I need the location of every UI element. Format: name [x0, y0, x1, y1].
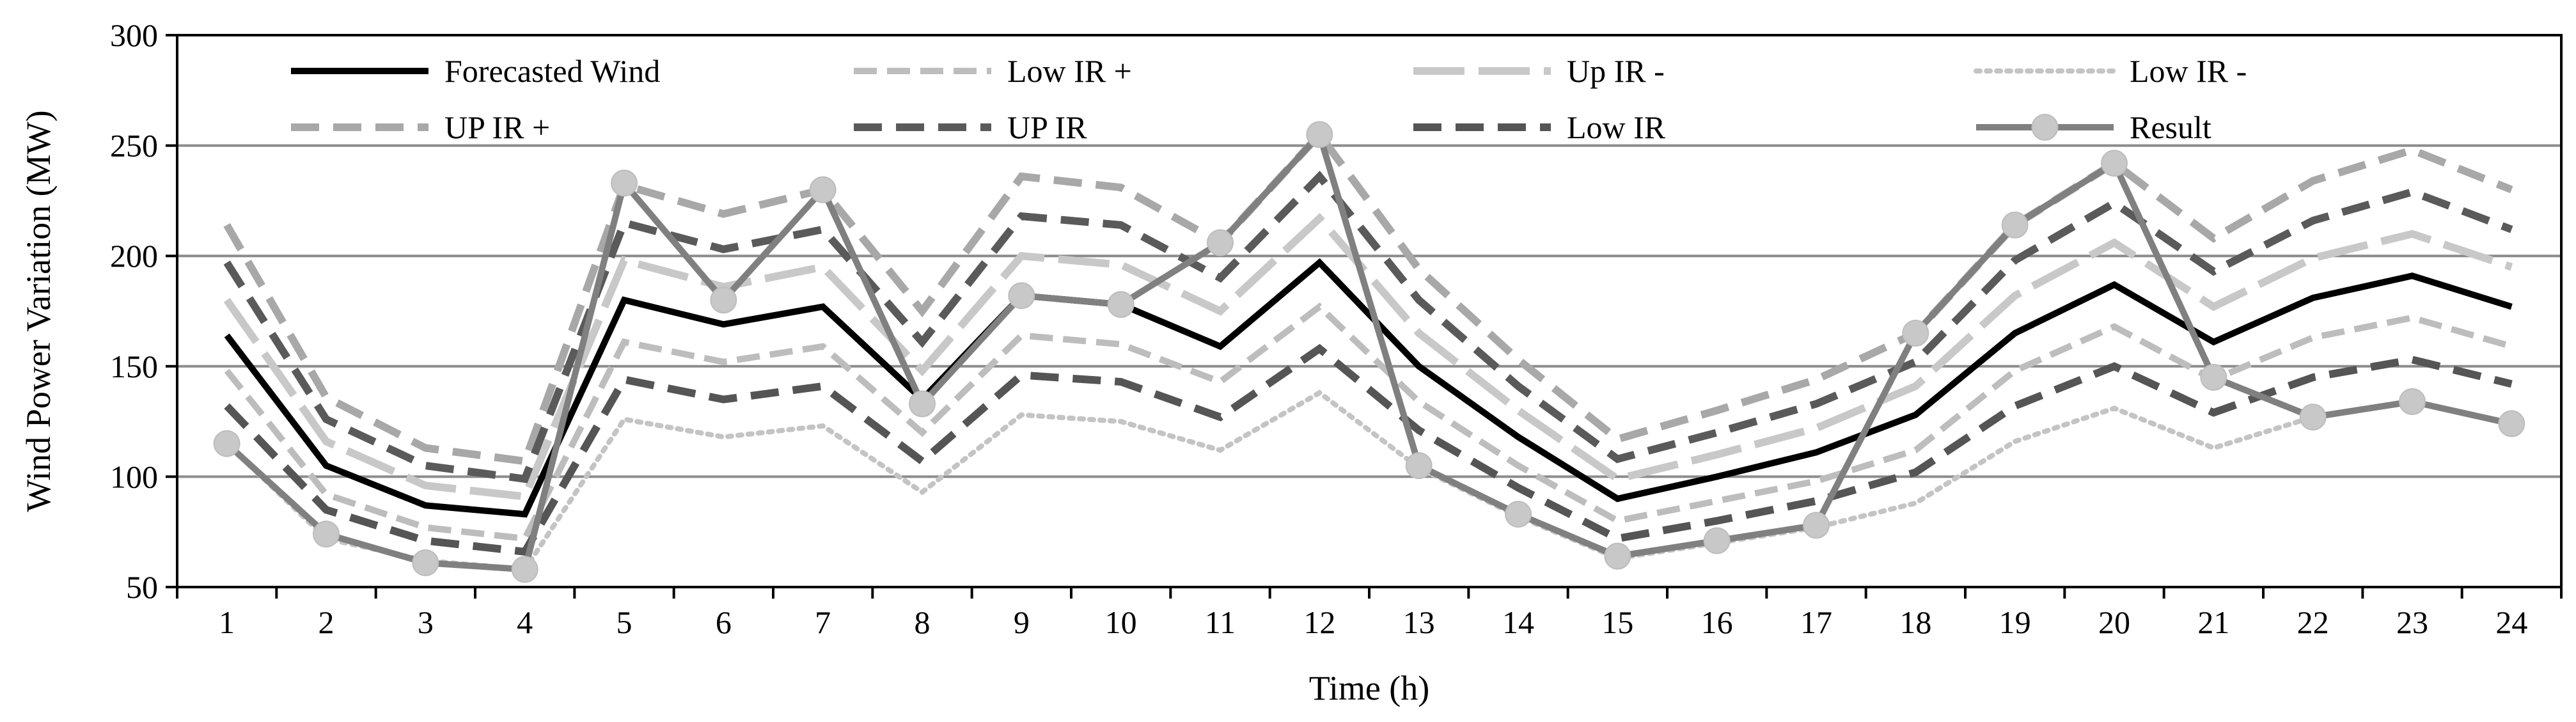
legend-label-low-ir-3: Low IR - — [2130, 53, 2247, 89]
data-point-result-3 — [412, 549, 439, 577]
legend-layer: Forecasted Wind Low IR + Up IR - Low IR - UP… — [291, 53, 2247, 145]
legend-label-low-ir-1: Low IR + — [1007, 53, 1132, 89]
data-point-result-9 — [1008, 282, 1035, 310]
data-point-result-10 — [1107, 291, 1135, 318]
x-tick-label-14: 14 — [1502, 604, 1534, 640]
x-tick-label-15: 15 — [1601, 604, 1633, 640]
legend-label-up-ir-5: UP IR — [1007, 109, 1087, 145]
series-layer — [213, 121, 2525, 583]
data-point-result-20 — [2101, 150, 2128, 177]
y-tick-label-250: 250 — [110, 128, 158, 164]
data-point-result-4 — [511, 556, 538, 583]
y-tick-label-300: 300 — [110, 17, 158, 53]
x-tick-label-13: 13 — [1403, 604, 1435, 640]
y-axis-title: Wind Power Variation (MW) — [19, 110, 58, 512]
data-point-result-16 — [1703, 527, 1731, 554]
y-tick-label-150: 150 — [110, 349, 158, 384]
y-tick-label-100: 100 — [110, 459, 158, 494]
x-tick-label-20: 20 — [2098, 604, 2130, 640]
x-tick-label-6: 6 — [716, 604, 732, 640]
x-axis-title: Time (h) — [1309, 669, 1430, 707]
x-tick-label-7: 7 — [815, 604, 831, 640]
legend-label-forecasted-wind-0: Forecasted Wind — [444, 53, 660, 89]
data-point-result-12 — [1306, 121, 1333, 148]
data-point-result-2 — [313, 521, 340, 548]
x-tick-label-11: 11 — [1205, 604, 1236, 640]
legend-label-low-ir-6: Low IR — [1567, 109, 1666, 145]
series-line-low-ir-1 — [224, 302, 2513, 542]
data-point-result-11 — [1207, 229, 1234, 256]
x-tick-label-22: 22 — [2297, 604, 2329, 640]
data-point-result-15 — [1604, 542, 1631, 570]
data-point-result-17 — [1803, 512, 1830, 539]
data-point-result-19 — [2001, 211, 2029, 239]
data-point-result-22 — [2299, 404, 2327, 431]
legend-label-up-ir-2: Up IR - — [1567, 53, 1665, 89]
x-tick-label-24: 24 — [2495, 604, 2527, 640]
x-tick-label-10: 10 — [1105, 604, 1137, 640]
series-line-forecasted-wind-0 — [224, 258, 2513, 518]
data-point-result-24 — [2498, 410, 2525, 437]
data-point-result-23 — [2399, 388, 2426, 416]
data-point-result-7 — [809, 176, 836, 203]
y-tick-label-200: 200 — [110, 238, 158, 274]
x-tick-label-2: 2 — [318, 604, 334, 640]
series-line-up-ir-4 — [223, 128, 2513, 466]
series-line-low-ir-3 — [224, 389, 2515, 572]
data-point-result-1 — [213, 430, 240, 457]
series-line-up-ir-2 — [223, 212, 2513, 501]
x-tick-label-12: 12 — [1303, 604, 1335, 640]
y-tick-label-50: 50 — [126, 569, 158, 605]
x-tick-label-18: 18 — [1899, 604, 1931, 640]
legend-label-result-7: Result — [2130, 109, 2211, 145]
data-point-result-6 — [710, 286, 737, 314]
x-tick-label-1: 1 — [219, 604, 235, 640]
data-point-result-5 — [611, 169, 638, 197]
x-tick-label-17: 17 — [1800, 604, 1832, 640]
series-line-low-ir-6 — [224, 343, 2513, 556]
x-tick-label-23: 23 — [2396, 604, 2428, 640]
data-point-result-8 — [909, 390, 936, 418]
data-point-result-18 — [1902, 320, 1929, 347]
x-tick-label-4: 4 — [517, 604, 533, 640]
legend-label-up-ir-4: UP IR + — [444, 109, 550, 145]
series-line-up-ir-5 — [223, 170, 2513, 483]
legend-marker-result — [2031, 114, 2059, 141]
x-tick-label-16: 16 — [1701, 604, 1733, 640]
x-tick-label-5: 5 — [617, 604, 632, 640]
series-line-result-7 — [224, 128, 2513, 573]
data-point-result-21 — [2200, 364, 2227, 391]
data-point-result-14 — [1505, 501, 1532, 528]
x-tick-label-3: 3 — [418, 604, 434, 640]
x-tick-label-19: 19 — [1999, 604, 2031, 640]
x-tick-label-9: 9 — [1014, 604, 1030, 640]
x-tick-label-21: 21 — [2197, 604, 2229, 640]
x-tick-label-8: 8 — [915, 604, 931, 640]
data-point-result-13 — [1405, 452, 1433, 480]
